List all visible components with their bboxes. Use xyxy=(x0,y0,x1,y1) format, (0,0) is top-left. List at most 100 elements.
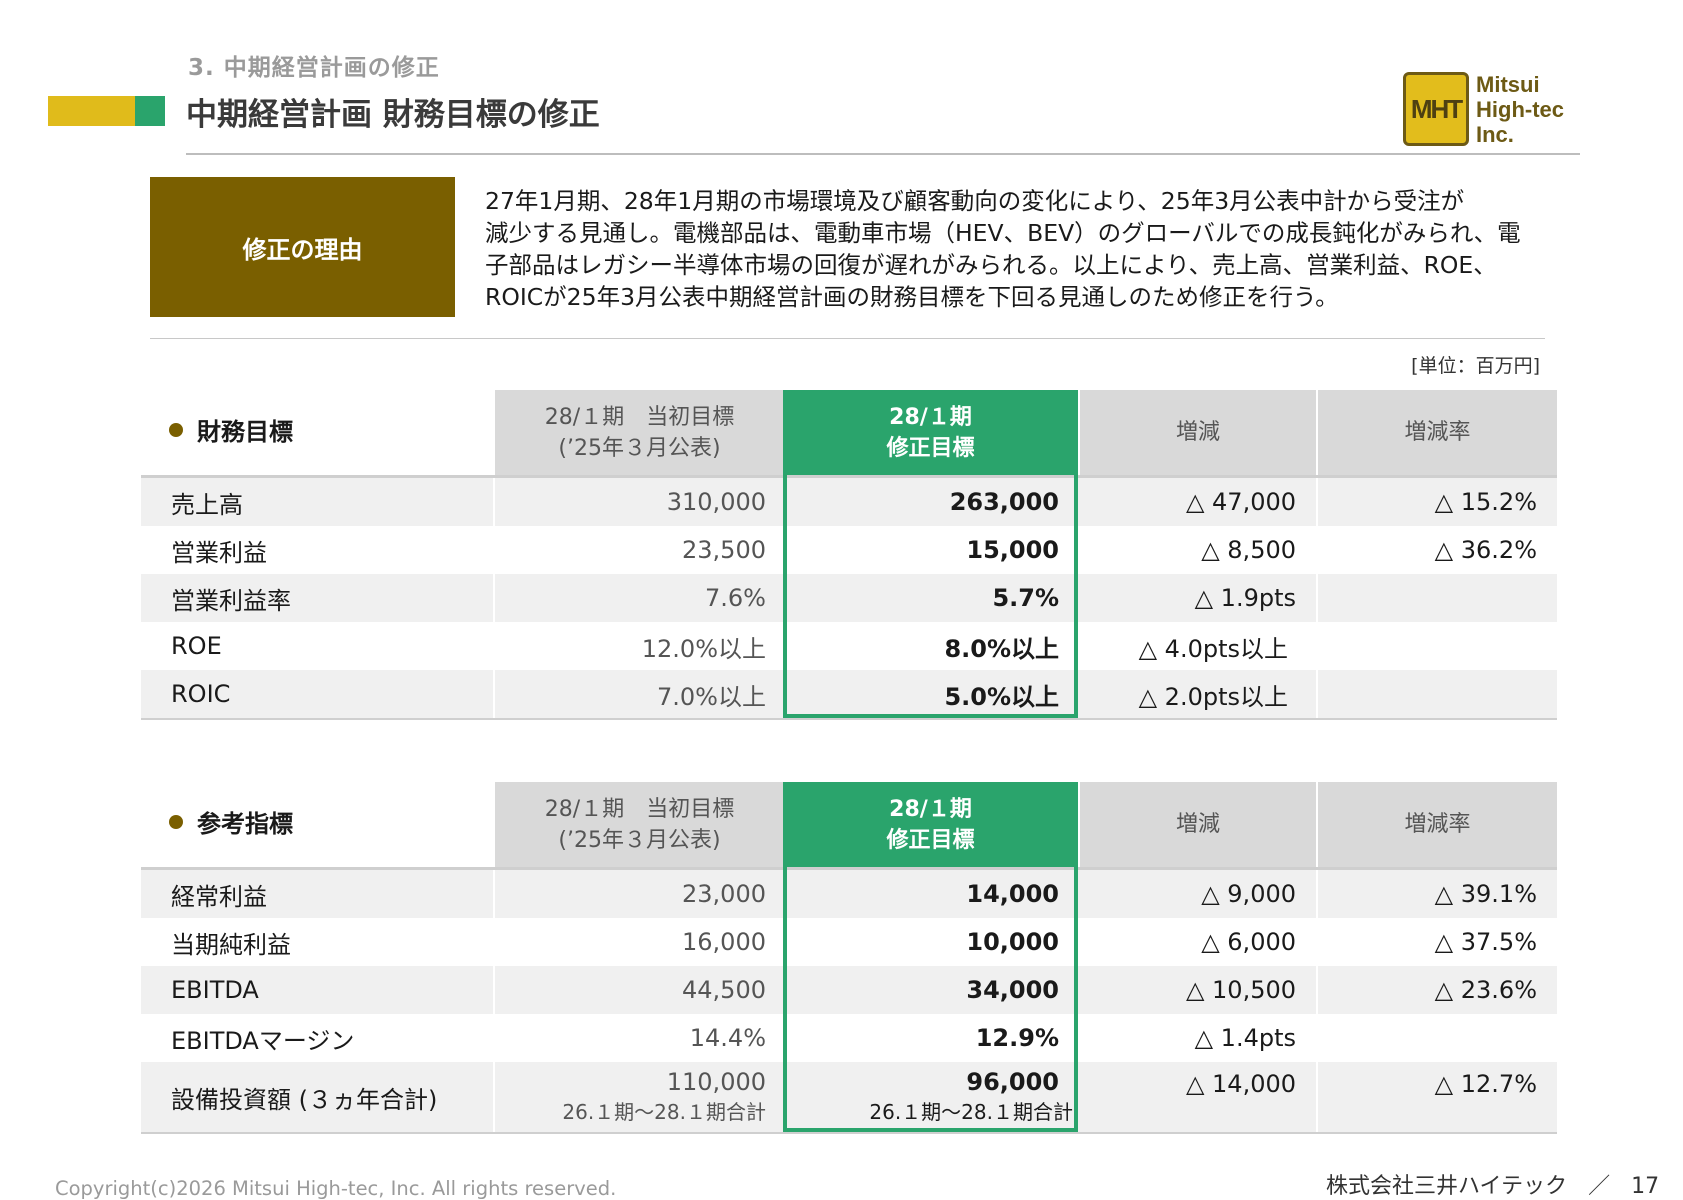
table-row: EBITDA 44,500 34,000 △ 10,500 △ 23.6% xyxy=(141,966,1557,1014)
bullet-icon xyxy=(169,815,183,829)
column-header-change-rate: 増減率 xyxy=(1318,390,1557,475)
revised-note: 26.１期～28.１期合計 xyxy=(869,1100,1073,1124)
title-accent-bar-yellow xyxy=(48,96,135,126)
table-row: ROIC 7.0%以上 5.0%以上 △ 2.0pts以上 xyxy=(141,670,1557,718)
change-rate-value: △ 36.2% xyxy=(1434,536,1537,564)
reason-divider xyxy=(150,338,1545,339)
change-rate-value: △ 15.2% xyxy=(1318,478,1557,526)
section-heading: 参考指標 xyxy=(141,782,493,867)
initial-value: 23,500 xyxy=(682,536,766,564)
revised-value: 34,000 xyxy=(786,966,1081,1014)
change-rate-value xyxy=(1318,670,1557,718)
bullet-icon xyxy=(169,423,183,437)
header-divider xyxy=(141,475,1557,478)
page-title: 中期経営計画 財務目標の修正 xyxy=(186,97,600,133)
row-label: 営業利益 xyxy=(171,538,267,567)
logo-line-3: Inc. xyxy=(1476,122,1514,147)
page-number: 17 xyxy=(1631,1174,1660,1199)
row-label: 当期純利益 xyxy=(171,930,291,959)
change-value: △ 9,000 xyxy=(1081,870,1316,918)
logo-line-1: Mitsui xyxy=(1476,72,1540,97)
initial-value: 110,000 26.１期～28.１期合計 xyxy=(495,1062,784,1132)
column-header-change: 増減 xyxy=(1080,390,1316,475)
initial-note: 26.１期～28.１期合計 xyxy=(562,1100,766,1124)
row-label: 設備投資額 (３ヵ年合計) xyxy=(141,1062,493,1132)
column-header-change: 増減 xyxy=(1080,782,1316,867)
revised-value: 5.7% xyxy=(786,574,1081,622)
change-rate-value xyxy=(1318,622,1557,670)
column-header-revised: 28/１期 修正目標 xyxy=(783,782,1078,867)
logo-mark: MHT xyxy=(1403,72,1469,146)
row-label: ROE xyxy=(171,632,222,660)
revised-value: 12.9% xyxy=(975,1024,1059,1052)
change-value: △ 8,500 xyxy=(1201,536,1296,564)
company-logo: MHT Mitsui High-tec Inc. xyxy=(1403,72,1580,150)
initial-value: 14.4% xyxy=(689,1024,766,1052)
table-row: EBITDAマージン 14.4% 12.9% △ 1.4pts xyxy=(141,1014,1557,1062)
initial-value: 12.0%以上 xyxy=(641,634,766,663)
change-value: △ 2.0pts以上 xyxy=(1081,670,1316,718)
table-row: 売上高 310,000 263,000 △ 47,000 △ 15.2% xyxy=(141,478,1557,526)
table-header: 参考指標 28/１期 当初目標 (’25年３月公表) 28/１期 修正目標 増減 増… xyxy=(141,782,1557,867)
revised-value: 10,000 xyxy=(966,928,1059,956)
logo-line-2: High-tec xyxy=(1476,97,1564,122)
change-value: △ 14,000 xyxy=(1081,1062,1316,1132)
reason-line: 減少する見通し。電機部品は、電動車市場（HEV、BEV）のグローバルでの成長鈍化… xyxy=(485,219,1521,247)
column-header-change-rate: 増減率 xyxy=(1318,782,1557,867)
reason-line: ROICが25年3月公表中期経営計画の財務目標を下回る見通しのため修正を行う。 xyxy=(485,283,1339,311)
column-header-initial: 28/１期 当初目標 (’25年３月公表) xyxy=(495,390,784,475)
row-label: 経常利益 xyxy=(141,870,493,918)
change-value: △ 1.4pts xyxy=(1194,1024,1296,1052)
table-bottom-rule xyxy=(141,1132,1557,1134)
change-value: △ 10,500 xyxy=(1081,966,1316,1014)
change-rate-value: △ 39.1% xyxy=(1318,870,1557,918)
reason-line: 子部品はレガシー半導体市場の回復が遅れがみられる。以上により、売上高、営業利益、… xyxy=(485,251,1497,279)
table-row: 営業利益率 7.6% 5.7% △ 1.9pts xyxy=(141,574,1557,622)
change-value: △ 6,000 xyxy=(1201,928,1296,956)
change-rate-value: △ 37.5% xyxy=(1434,928,1537,956)
footer-company: 株式会社三井ハイテック ／ 17 xyxy=(1326,1168,1659,1200)
table-row: 当期純利益 16,000 10,000 △ 6,000 △ 37.5% xyxy=(141,918,1557,966)
table-bottom-rule xyxy=(141,718,1557,720)
initial-value: 16,000 xyxy=(682,928,766,956)
revised-value: 15,000 xyxy=(966,536,1059,564)
table-row: ROE 12.0%以上 8.0%以上 △ 4.0pts以上 xyxy=(141,622,1557,670)
revised-value: 8.0%以上 xyxy=(944,634,1059,663)
title-divider xyxy=(186,153,1580,155)
initial-value: 7.0%以上 xyxy=(495,670,784,718)
revised-value: 5.0%以上 xyxy=(786,670,1081,718)
revised-value: 14,000 xyxy=(786,870,1081,918)
section-label: 3. 中期経営計画の修正 xyxy=(188,55,440,81)
change-value: △ 1.9pts xyxy=(1081,574,1316,622)
initial-value: 310,000 xyxy=(495,478,784,526)
column-header-revised: 28/１期 修正目標 xyxy=(783,390,1078,475)
change-value: △ 4.0pts以上 xyxy=(1138,634,1288,663)
initial-value: 23,000 xyxy=(495,870,784,918)
revised-value: 263,000 xyxy=(786,478,1081,526)
table-row: 設備投資額 (３ヵ年合計) 110,000 26.１期～28.１期合計 96,0… xyxy=(141,1062,1557,1132)
header-divider xyxy=(141,867,1557,870)
initial-value: 44,500 xyxy=(495,966,784,1014)
company-name: 株式会社三井ハイテック xyxy=(1326,1174,1568,1199)
reason-text: 27年1月期、28年1月期の市場環境及び顧客動向の変化により、25年3月公表中計… xyxy=(485,185,1555,313)
change-value: △ 47,000 xyxy=(1081,478,1316,526)
change-rate-value: △ 12.7% xyxy=(1318,1062,1557,1132)
row-label: ROIC xyxy=(141,670,493,718)
initial-value: 7.6% xyxy=(495,574,784,622)
change-rate-value xyxy=(1318,574,1557,622)
change-rate-value: △ 23.6% xyxy=(1318,966,1557,1014)
unit-note: [単位：百万円] xyxy=(1411,355,1540,377)
table-header: 財務目標 28/１期 当初目標 (’25年３月公表) 28/１期 修正目標 増減 増… xyxy=(141,390,1557,475)
page-separator: ／ xyxy=(1588,1174,1611,1199)
row-label: 売上高 xyxy=(141,478,493,526)
table-row: 経常利益 23,000 14,000 △ 9,000 △ 39.1% xyxy=(141,870,1557,918)
table-row: 営業利益 23,500 15,000 △ 8,500 △ 36.2% xyxy=(141,526,1557,574)
row-label: EBITDAマージン xyxy=(171,1026,355,1055)
reason-label-box: 修正の理由 xyxy=(150,177,455,317)
section-heading: 財務目標 xyxy=(141,390,493,475)
revised-value: 96,000 26.１期～28.１期合計 xyxy=(786,1062,1081,1132)
reason-line: 27年1月期、28年1月期の市場環境及び顧客動向の変化により、25年3月公表中計… xyxy=(485,187,1465,215)
row-label: 営業利益率 xyxy=(141,574,493,622)
copyright-text: Copyright(c)2026 Mitsui High-tec, Inc. A… xyxy=(55,1177,617,1200)
change-rate-value xyxy=(1318,1014,1557,1062)
